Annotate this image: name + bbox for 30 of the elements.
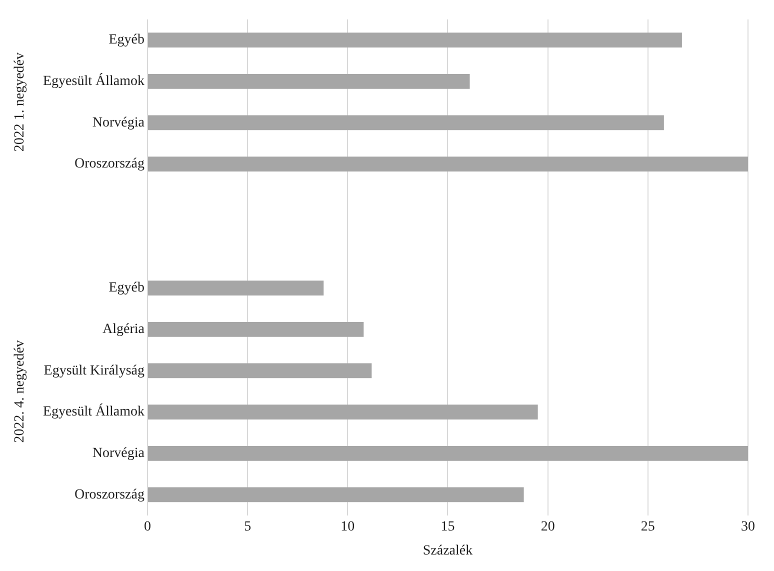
text: 2022. 4. negyedév bbox=[12, 340, 28, 443]
y-tick-label: Egyesült Államok bbox=[42, 402, 144, 420]
y-tick-label: Egysült Királyság bbox=[44, 363, 144, 378]
x-tick-label: 20 bbox=[540, 519, 555, 534]
bar bbox=[148, 446, 748, 461]
y-tick-label: Egyesült Államok bbox=[42, 72, 144, 90]
x-tick-label: 30 bbox=[741, 519, 755, 534]
y-tick-label: Oroszország bbox=[74, 487, 144, 502]
bar bbox=[148, 115, 664, 130]
bar bbox=[148, 280, 324, 296]
x-tick-label: 10 bbox=[340, 519, 355, 534]
bar bbox=[148, 156, 748, 172]
x-tick-label: 25 bbox=[640, 519, 655, 534]
bar bbox=[148, 404, 538, 420]
x-tick-label: 0 bbox=[144, 519, 151, 534]
y-tick-label: Algéria bbox=[102, 322, 146, 338]
x-axis-title: Százalék bbox=[422, 543, 473, 558]
x-tick-label: 15 bbox=[440, 519, 455, 534]
bar bbox=[148, 322, 364, 337]
bar bbox=[148, 363, 372, 378]
bar bbox=[148, 487, 524, 502]
y-tick-label: Egyéb bbox=[108, 280, 144, 296]
bar bbox=[148, 74, 470, 89]
y-tick-label: Norvégia bbox=[92, 446, 146, 462]
text: 2022 1. negyedév bbox=[12, 52, 28, 152]
y-tick-label: Egyéb bbox=[108, 32, 144, 48]
bar bbox=[148, 32, 682, 48]
x-tick-label: 5 bbox=[244, 519, 252, 534]
y-tick-label: Norvégia bbox=[92, 115, 146, 130]
y-tick-label: Oroszország bbox=[74, 156, 144, 172]
